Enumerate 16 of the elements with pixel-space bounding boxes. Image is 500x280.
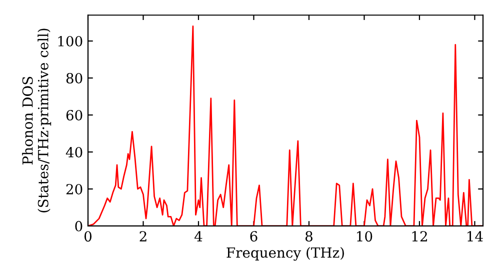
y-axis-title: Phonon DOS (States/THz·primitive cell)	[22, 28, 52, 212]
x-axis-title: Frequency (THz)	[226, 247, 344, 261]
y-tick-label: 0	[75, 220, 82, 232]
y-tick-label: 60	[66, 110, 82, 120]
y-tick-label: 80	[66, 72, 82, 84]
x-tick-label: 2	[140, 231, 146, 242]
x-tick-label: 14	[468, 231, 483, 242]
x-tick-label: 8	[305, 231, 312, 242]
x-tick-label: 0	[84, 231, 92, 242]
y-tick-label: 40	[66, 146, 82, 158]
x-tick-label: 10	[357, 231, 372, 242]
x-tick-label: 6	[250, 231, 258, 242]
x-tick-label: 4	[194, 231, 202, 242]
y-tick-label: 100	[58, 36, 82, 46]
x-tick-label: 12	[412, 231, 427, 242]
y-tick-label: 20	[66, 184, 82, 194]
